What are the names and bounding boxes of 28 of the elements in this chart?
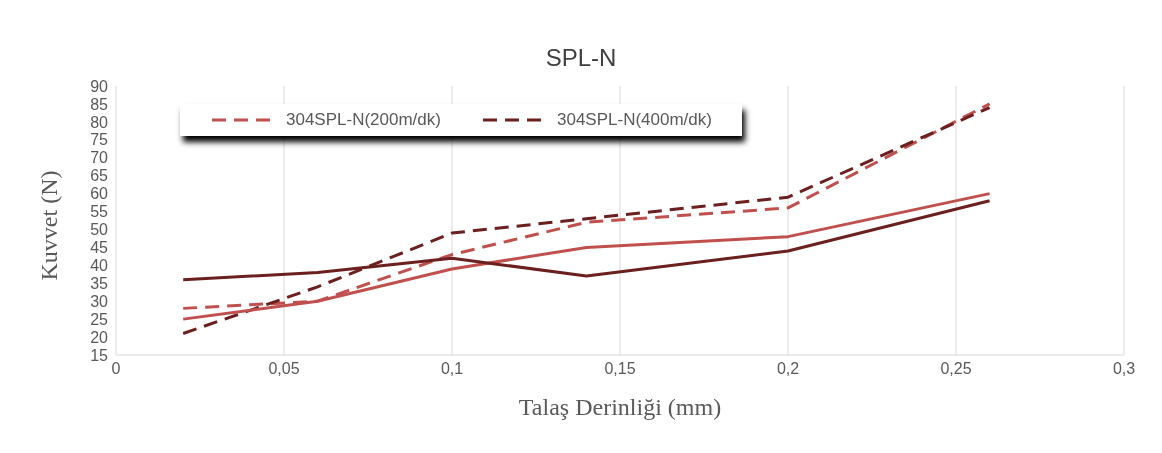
x-tick-label: 0,25 (940, 360, 972, 378)
y-tick-label: 40 (90, 257, 109, 275)
y-tick-label: 55 (90, 203, 109, 221)
y-tick-label: 90 (90, 77, 109, 95)
y-tick-label: 15 (90, 346, 109, 364)
x-tick-label: 0,1 (440, 360, 464, 378)
y-tick-label: 80 (90, 113, 109, 131)
y-axis-title: Kuvvet (N) (35, 170, 62, 281)
x-tick-label: 0,15 (604, 360, 636, 378)
y-tick-label: 75 (90, 131, 109, 149)
x-axis-title: Talaş Derinliği (mm) (518, 394, 722, 420)
y-tick-label: 30 (90, 292, 109, 310)
x-tick-label: 0,05 (268, 360, 300, 378)
y-tick-label: 60 (90, 185, 109, 203)
y-tick-label: 85 (90, 95, 109, 113)
legend-label: 304SPL-N(400m/dk) (556, 110, 712, 130)
y-tick-label: 35 (90, 274, 109, 292)
x-tick-label: 0,3 (1112, 360, 1136, 378)
y-tick-label: 25 (90, 310, 109, 328)
y-tick-label: 50 (90, 221, 109, 239)
y-tick-label: 65 (90, 167, 109, 185)
chart-title: SPL-N (544, 44, 618, 72)
y-tick-label: 70 (90, 149, 109, 167)
legend-label: 304SPL-N(200m/dk) (286, 110, 441, 130)
y-tick-label: 20 (90, 328, 109, 346)
y-tick-label: 45 (90, 239, 109, 257)
x-tick-label: 0 (111, 360, 121, 378)
x-tick-label: 0,2 (776, 360, 800, 378)
